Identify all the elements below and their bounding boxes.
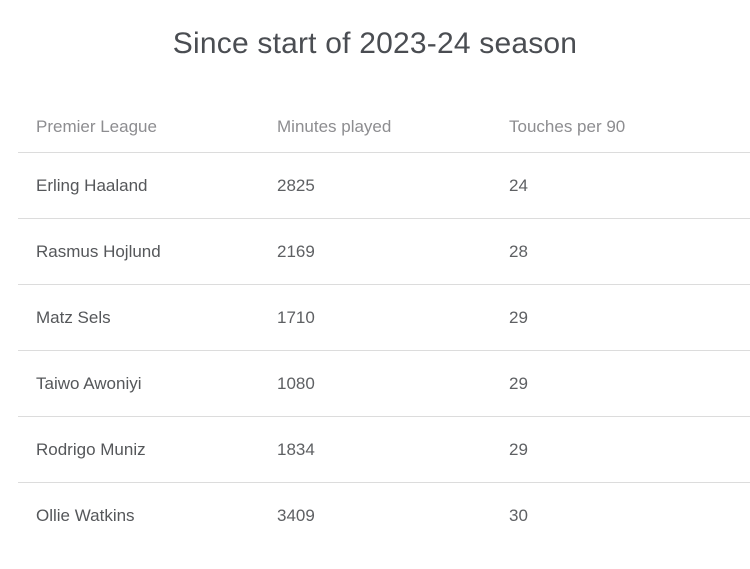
minutes-played-cell: 1710 [277, 307, 315, 327]
touches-per-90-cell: 29 [509, 439, 528, 459]
page-title: Since start of 2023-24 season [172, 27, 578, 60]
player-name-cell: Rasmus Hojlund [36, 241, 161, 261]
minutes-played-cell: 1834 [277, 439, 315, 459]
touches-per-90-cell: 30 [509, 505, 528, 525]
table-row: Taiwo Awoniyi 1080 29 [18, 350, 750, 416]
minutes-played-cell: 2169 [277, 241, 315, 261]
table-row: Rodrigo Muniz 1834 29 [18, 416, 750, 482]
player-name-cell: Rodrigo Muniz [36, 439, 146, 459]
table-row: Erling Haaland 2825 24 [18, 152, 750, 218]
player-name-cell: Erling Haaland [36, 175, 148, 195]
table-row: Rasmus Hojlund 2169 28 [18, 218, 750, 284]
minutes-played-cell: 1080 [277, 373, 315, 393]
table-row: Matz Sels 1710 29 [18, 284, 750, 350]
player-name-cell: Matz Sels [36, 307, 111, 327]
player-name-cell: Taiwo Awoniyi [36, 373, 142, 393]
table-row: Ollie Watkins 3409 30 [18, 482, 750, 548]
column-header-premier-league: Premier League [36, 117, 157, 136]
minutes-played-cell: 3409 [277, 505, 315, 525]
column-header-touches-per-90: Touches per 90 [509, 117, 626, 136]
stats-table: Premier League Minutes played Touches pe… [18, 102, 750, 548]
column-header-minutes-played: Minutes played [277, 117, 392, 136]
touches-per-90-cell: 28 [509, 241, 528, 261]
table-header-row: Premier League Minutes played Touches pe… [18, 102, 750, 152]
player-name-cell: Ollie Watkins [36, 505, 135, 525]
touches-per-90-cell: 29 [509, 307, 528, 327]
minutes-played-cell: 2825 [277, 175, 315, 195]
touches-per-90-cell: 24 [509, 175, 528, 195]
touches-per-90-cell: 29 [509, 373, 528, 393]
